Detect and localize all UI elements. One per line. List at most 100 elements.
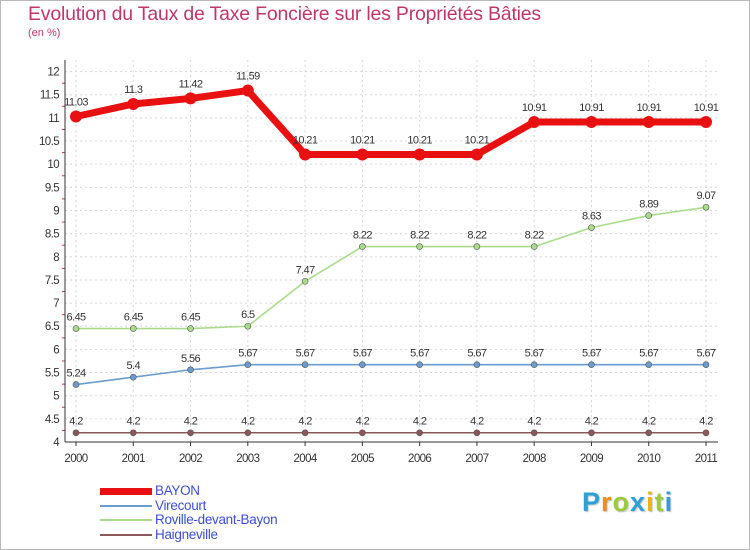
y-tick-label: 6.5 bbox=[45, 321, 59, 333]
x-tick-label: 2004 bbox=[293, 453, 317, 465]
data-point bbox=[702, 429, 710, 437]
series-line-roville-devant-bayon bbox=[75, 206, 707, 330]
data-label: 8.22 bbox=[467, 230, 486, 242]
x-tick-label: 2001 bbox=[122, 453, 145, 465]
data-label: 10.21 bbox=[465, 134, 490, 146]
logo-letter: x bbox=[630, 487, 647, 517]
data-label: 11.03 bbox=[64, 96, 88, 108]
data-point bbox=[241, 84, 254, 97]
data-label: 8.89 bbox=[639, 199, 658, 211]
data-point bbox=[416, 243, 423, 250]
data-label: 4.2 bbox=[585, 416, 599, 428]
y-tick-label: 4.5 bbox=[45, 414, 59, 426]
data-label: 4.2 bbox=[470, 416, 484, 428]
data-label: 5.4 bbox=[127, 360, 141, 372]
data-label: 8.22 bbox=[410, 230, 429, 242]
data-point bbox=[72, 325, 80, 332]
data-label: 4.2 bbox=[184, 416, 198, 428]
data-label: 4.2 bbox=[699, 416, 713, 428]
y-tick-label: 5 bbox=[53, 391, 59, 403]
data-label: 5.67 bbox=[582, 348, 601, 360]
data-point bbox=[244, 361, 252, 368]
legend-label: BAYON bbox=[155, 483, 200, 498]
proxiti-logo: Proxiti bbox=[582, 487, 673, 518]
x-tick-label: 2008 bbox=[523, 453, 546, 465]
y-tick-label: 9.5 bbox=[45, 182, 59, 194]
data-point bbox=[127, 97, 140, 110]
data-point bbox=[301, 278, 309, 285]
data-point bbox=[184, 92, 197, 105]
data-point bbox=[702, 361, 710, 368]
data-label: 5.67 bbox=[353, 348, 372, 360]
data-label: 4.2 bbox=[413, 416, 427, 428]
legend-swatch bbox=[100, 504, 152, 507]
data-label: 9.07 bbox=[696, 190, 715, 202]
legend-label: Roville-devant-Bayon bbox=[155, 512, 278, 527]
data-point bbox=[129, 429, 137, 437]
data-point bbox=[645, 429, 653, 437]
data-point bbox=[187, 325, 194, 332]
y-tick-label: 5.5 bbox=[45, 368, 59, 380]
data-point bbox=[359, 243, 366, 250]
x-tick-label: 2010 bbox=[637, 453, 660, 465]
x-tick-label: 2005 bbox=[351, 453, 374, 465]
data-point bbox=[72, 381, 80, 388]
axes bbox=[62, 60, 718, 446]
data-label: 5.67 bbox=[467, 348, 486, 360]
data-label: 5.56 bbox=[181, 353, 200, 365]
logo-letter: i bbox=[646, 487, 655, 517]
data-point bbox=[356, 148, 369, 161]
data-point bbox=[642, 116, 655, 129]
data-point bbox=[645, 212, 653, 219]
unit-label: (en %) bbox=[28, 27, 61, 39]
data-label: 10.91 bbox=[694, 102, 719, 114]
series-line-bayon bbox=[72, 87, 710, 158]
data-label: 5.67 bbox=[410, 348, 429, 360]
data-point bbox=[187, 429, 194, 437]
data-point bbox=[588, 224, 595, 231]
data-point bbox=[645, 361, 653, 368]
data-label: 8.63 bbox=[582, 211, 601, 223]
data-label: 8.22 bbox=[525, 230, 544, 242]
data-label: 11.3 bbox=[124, 84, 143, 96]
data-label: 6.45 bbox=[181, 312, 200, 324]
data-label: 6.45 bbox=[66, 312, 85, 324]
data-label: 5.67 bbox=[696, 348, 715, 360]
y-tick-label: 11.5 bbox=[40, 90, 59, 102]
y-tick-label: 8.5 bbox=[45, 229, 59, 241]
data-point bbox=[244, 429, 252, 437]
y-tick-label: 4 bbox=[53, 437, 60, 449]
data-point bbox=[416, 429, 423, 437]
data-label: 5.67 bbox=[525, 348, 544, 360]
data-point bbox=[588, 361, 595, 368]
y-tick-label: 7.5 bbox=[45, 275, 59, 287]
data-point bbox=[244, 322, 252, 330]
series-line-virecourt bbox=[75, 363, 707, 386]
logo-letter: t bbox=[654, 487, 665, 517]
logo-letter: o bbox=[612, 487, 631, 517]
legend-swatch bbox=[100, 533, 152, 536]
data-label: 10.91 bbox=[636, 102, 661, 114]
data-point bbox=[129, 373, 137, 381]
data-point bbox=[413, 148, 426, 161]
x-tick-label: 2000 bbox=[64, 453, 87, 465]
data-point bbox=[299, 148, 312, 161]
y-tick-label: 6 bbox=[53, 344, 59, 356]
data-label: 6.45 bbox=[124, 312, 143, 324]
data-point bbox=[301, 361, 309, 368]
data-label: 4.2 bbox=[69, 416, 83, 428]
data-label: 10.21 bbox=[407, 134, 432, 146]
grid-lines bbox=[65, 60, 718, 443]
data-label: 4.2 bbox=[298, 416, 312, 428]
logo-letter: r bbox=[601, 487, 613, 517]
y-tick-label: 11 bbox=[48, 113, 59, 125]
data-point bbox=[359, 361, 366, 368]
data-point bbox=[702, 203, 710, 211]
y-tick-label: 8 bbox=[53, 252, 59, 264]
data-label: 5.67 bbox=[296, 348, 315, 360]
data-point bbox=[129, 325, 137, 332]
x-tick-label: 2011 bbox=[695, 453, 718, 465]
y-tick-label: 12 bbox=[47, 67, 59, 79]
